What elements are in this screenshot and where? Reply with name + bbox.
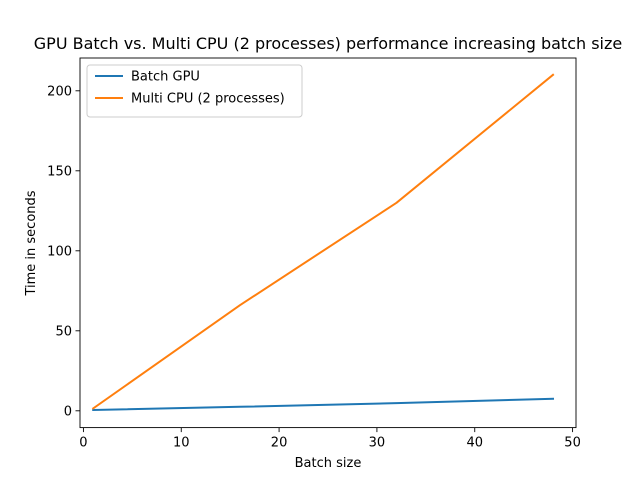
plot-frame (79, 57, 577, 429)
x-tick-label: 20 (271, 436, 288, 451)
x-tick-label: 30 (369, 436, 386, 451)
legend: Batch GPU Multi CPU (2 processes) (86, 64, 303, 118)
y-tick-label: 150 (47, 164, 72, 179)
x-tick-label: 40 (466, 436, 483, 451)
plot-area (80, 58, 576, 428)
legend-label: Batch GPU (131, 70, 200, 85)
x-axis: 0 10 20 30 40 50 (79, 427, 581, 451)
x-tick-label: 10 (173, 436, 190, 451)
x-tick-label: 50 (564, 436, 581, 451)
series-line-1 (92, 397, 555, 412)
legend-box (86, 64, 303, 118)
y-axis: 0 50 100 150 200 (47, 84, 80, 419)
series-layer (91, 73, 555, 412)
y-tick-label: 100 (47, 244, 72, 259)
y-tick-label: 200 (47, 84, 72, 99)
series-line-2 (91, 73, 555, 410)
chart-title: GPU Batch vs. Multi CPU (2 processes) pe… (34, 34, 622, 53)
y-tick-label: 50 (55, 324, 72, 339)
legend-label: Multi CPU (2 processes) (131, 92, 285, 107)
y-axis-label: Time in seconds (24, 190, 39, 296)
x-tick-label: 0 (79, 436, 87, 451)
y-tick-label: 0 (64, 404, 72, 419)
x-axis-label: Batch size (295, 456, 362, 471)
